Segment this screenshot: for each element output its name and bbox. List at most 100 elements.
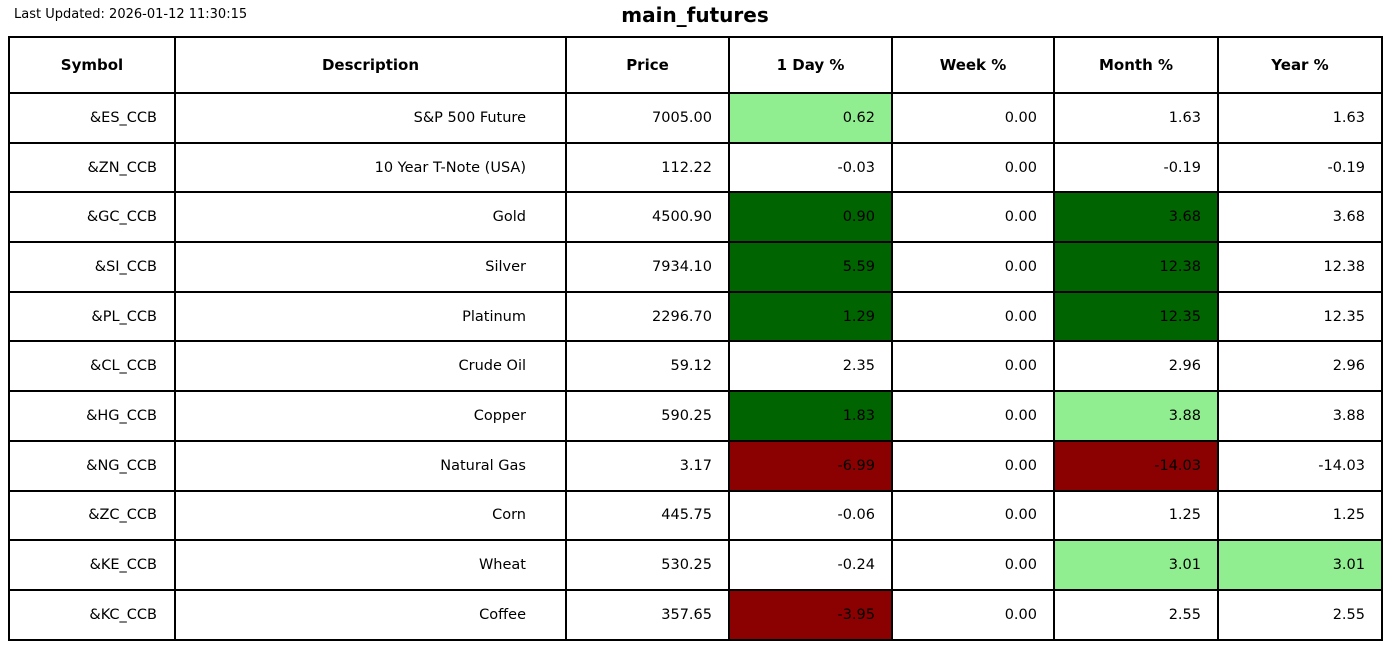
week-pct-cell: 0.00 xyxy=(891,439,1055,492)
table-row: &ES_CCB S&P 500 Future 7005.00 0.62 0.00… xyxy=(8,92,1383,144)
table-row: &HG_CCB Copper 590.25 1.83 0.00 3.88 3.8… xyxy=(8,390,1383,442)
col-header-year-pct: Year % xyxy=(1217,36,1383,94)
table-header: Symbol Description Price 1 Day % Week % … xyxy=(8,36,1383,94)
description-cell: Platinum xyxy=(174,290,567,343)
table-row: &PL_CCB Platinum 2296.70 1.29 0.00 12.35… xyxy=(8,290,1383,343)
price-cell: 4500.90 xyxy=(565,191,730,244)
table-row: &GC_CCB Gold 4500.90 0.90 0.00 3.68 3.68 xyxy=(8,191,1383,244)
year-pct-cell: 3.68 xyxy=(1217,191,1383,244)
symbol-cell: &CL_CCB xyxy=(8,340,176,393)
symbol-cell: &HG_CCB xyxy=(8,390,176,442)
year-pct-cell: 1.63 xyxy=(1217,92,1383,144)
week-pct-cell: 0.00 xyxy=(891,141,1055,194)
day-pct-cell: 1.83 xyxy=(728,390,893,442)
col-header-description: Description xyxy=(174,36,567,94)
week-pct-cell: 0.00 xyxy=(891,390,1055,442)
price-cell: 590.25 xyxy=(565,390,730,442)
price-cell: 7934.10 xyxy=(565,241,730,293)
day-pct-cell: 0.90 xyxy=(728,191,893,244)
futures-table: Symbol Description Price 1 Day % Week % … xyxy=(8,36,1383,641)
month-pct-cell: 12.38 xyxy=(1053,241,1219,293)
day-pct-cell: -0.03 xyxy=(728,141,893,194)
week-pct-cell: 0.00 xyxy=(891,241,1055,293)
day-pct-cell: -0.24 xyxy=(728,539,893,591)
week-pct-cell: 0.00 xyxy=(891,588,1055,641)
year-pct-cell: 3.88 xyxy=(1217,390,1383,442)
description-cell: S&P 500 Future xyxy=(174,92,567,144)
description-cell: Crude Oil xyxy=(174,340,567,393)
price-cell: 357.65 xyxy=(565,588,730,641)
table-row: &ZN_CCB 10 Year T-Note (USA) 112.22 -0.0… xyxy=(8,141,1383,194)
day-pct-cell: -0.06 xyxy=(728,489,893,542)
table-row: &ZC_CCB Corn 445.75 -0.06 0.00 1.25 1.25 xyxy=(8,489,1383,542)
page-title: main_futures xyxy=(621,3,769,27)
header-row: Symbol Description Price 1 Day % Week % … xyxy=(8,36,1383,94)
price-cell: 59.12 xyxy=(565,340,730,393)
month-pct-cell: -14.03 xyxy=(1053,439,1219,492)
day-pct-cell: 5.59 xyxy=(728,241,893,293)
table-row: &CL_CCB Crude Oil 59.12 2.35 0.00 2.96 2… xyxy=(8,340,1383,393)
description-cell: Gold xyxy=(174,191,567,244)
day-pct-cell: 0.62 xyxy=(728,92,893,144)
col-header-day-pct: 1 Day % xyxy=(728,36,893,94)
table-row: &KE_CCB Wheat 530.25 -0.24 0.00 3.01 3.0… xyxy=(8,539,1383,591)
week-pct-cell: 0.00 xyxy=(891,290,1055,343)
symbol-cell: &PL_CCB xyxy=(8,290,176,343)
symbol-cell: &ES_CCB xyxy=(8,92,176,144)
year-pct-cell: 3.01 xyxy=(1217,539,1383,591)
col-header-symbol: Symbol xyxy=(8,36,176,94)
table-row: &NG_CCB Natural Gas 3.17 -6.99 0.00 -14.… xyxy=(8,439,1383,492)
month-pct-cell: 3.68 xyxy=(1053,191,1219,244)
description-cell: Silver xyxy=(174,241,567,293)
col-header-month-pct: Month % xyxy=(1053,36,1219,94)
col-header-price: Price xyxy=(565,36,730,94)
price-cell: 3.17 xyxy=(565,439,730,492)
last-updated-label: Last Updated: 2026-01-12 11:30:15 xyxy=(14,7,248,22)
year-pct-cell: 12.35 xyxy=(1217,290,1383,343)
year-pct-cell: 1.25 xyxy=(1217,489,1383,542)
month-pct-cell: 2.55 xyxy=(1053,588,1219,641)
col-header-week-pct: Week % xyxy=(891,36,1055,94)
price-cell: 112.22 xyxy=(565,141,730,194)
description-cell: Natural Gas xyxy=(174,439,567,492)
price-cell: 445.75 xyxy=(565,489,730,542)
year-pct-cell: -0.19 xyxy=(1217,141,1383,194)
day-pct-cell: 1.29 xyxy=(728,290,893,343)
price-cell: 2296.70 xyxy=(565,290,730,343)
price-cell: 7005.00 xyxy=(565,92,730,144)
week-pct-cell: 0.00 xyxy=(891,191,1055,244)
symbol-cell: &ZN_CCB xyxy=(8,141,176,194)
futures-table-body: &ES_CCB S&P 500 Future 7005.00 0.62 0.00… xyxy=(8,92,1383,641)
symbol-cell: &SI_CCB xyxy=(8,241,176,293)
month-pct-cell: 12.35 xyxy=(1053,290,1219,343)
day-pct-cell: 2.35 xyxy=(728,340,893,393)
month-pct-cell: 1.25 xyxy=(1053,489,1219,542)
symbol-cell: &ZC_CCB xyxy=(8,489,176,542)
month-pct-cell: 3.01 xyxy=(1053,539,1219,591)
day-pct-cell: -3.95 xyxy=(728,588,893,641)
symbol-cell: &KE_CCB xyxy=(8,539,176,591)
table-row: &KC_CCB Coffee 357.65 -3.95 0.00 2.55 2.… xyxy=(8,588,1383,641)
price-cell: 530.25 xyxy=(565,539,730,591)
week-pct-cell: 0.00 xyxy=(891,539,1055,591)
year-pct-cell: 2.96 xyxy=(1217,340,1383,393)
description-cell: Wheat xyxy=(174,539,567,591)
description-cell: Corn xyxy=(174,489,567,542)
week-pct-cell: 0.00 xyxy=(891,340,1055,393)
day-pct-cell: -6.99 xyxy=(728,439,893,492)
symbol-cell: &NG_CCB xyxy=(8,439,176,492)
week-pct-cell: 0.00 xyxy=(891,92,1055,144)
week-pct-cell: 0.00 xyxy=(891,489,1055,542)
symbol-cell: &GC_CCB xyxy=(8,191,176,244)
month-pct-cell: 2.96 xyxy=(1053,340,1219,393)
description-cell: 10 Year T-Note (USA) xyxy=(174,141,567,194)
year-pct-cell: -14.03 xyxy=(1217,439,1383,492)
table-row: &SI_CCB Silver 7934.10 5.59 0.00 12.38 1… xyxy=(8,241,1383,293)
month-pct-cell: 3.88 xyxy=(1053,390,1219,442)
description-cell: Coffee xyxy=(174,588,567,641)
month-pct-cell: -0.19 xyxy=(1053,141,1219,194)
symbol-cell: &KC_CCB xyxy=(8,588,176,641)
year-pct-cell: 2.55 xyxy=(1217,588,1383,641)
description-cell: Copper xyxy=(174,390,567,442)
year-pct-cell: 12.38 xyxy=(1217,241,1383,293)
